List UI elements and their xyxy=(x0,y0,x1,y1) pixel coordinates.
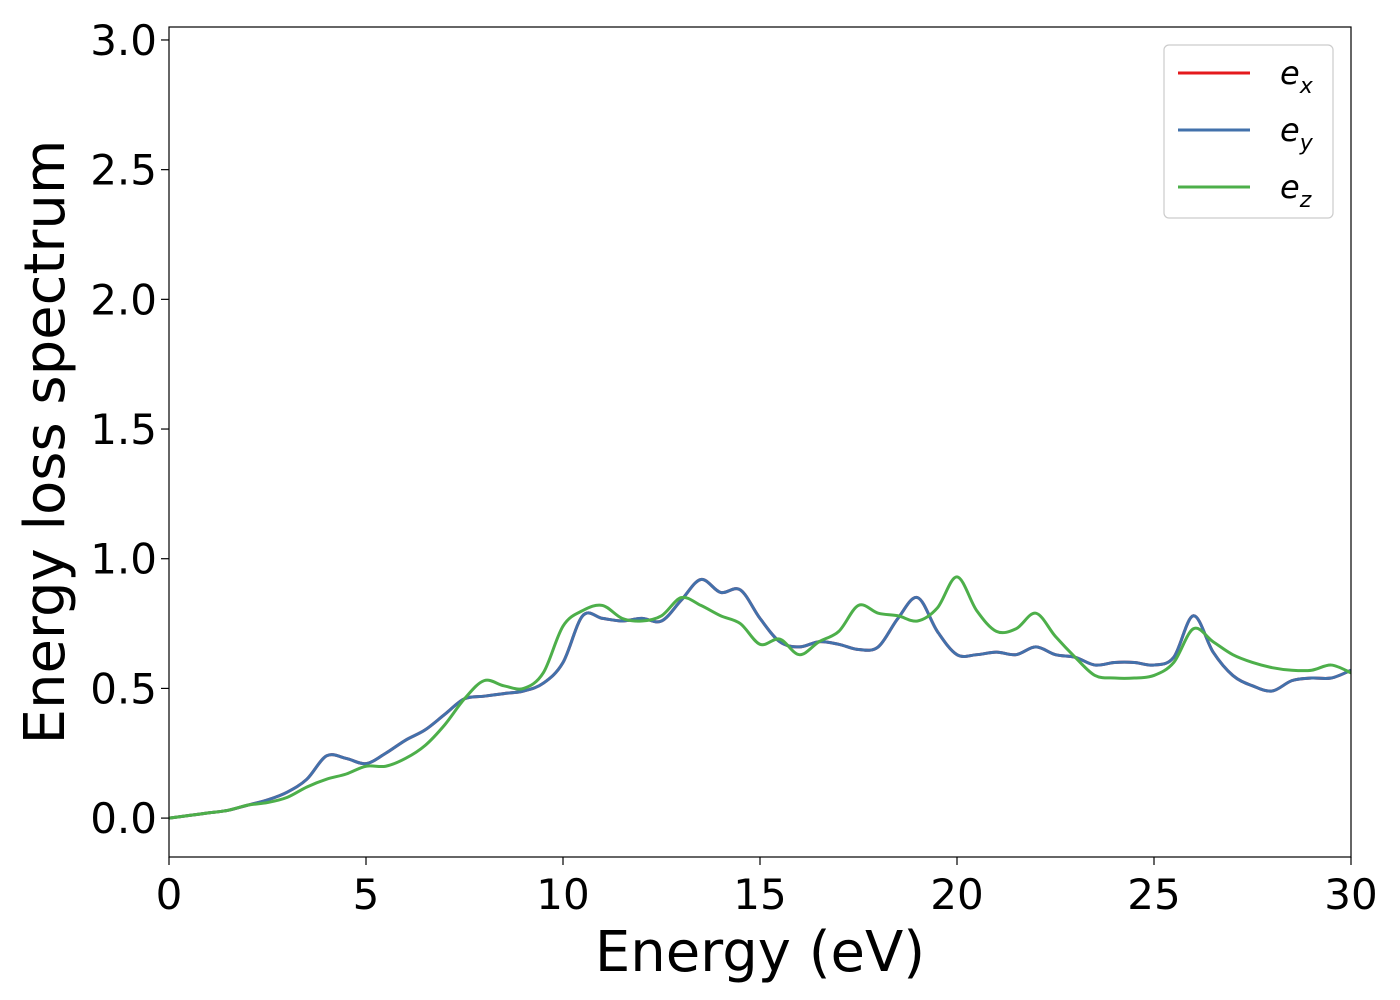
series-line-ex xyxy=(169,577,1351,820)
y-tick-label: 1.5 xyxy=(90,405,157,454)
y-axis-label: Energy loss spectrum xyxy=(13,140,78,745)
legend-label-ex: ex xyxy=(1280,54,1314,99)
y-tick-label: 2.5 xyxy=(90,146,157,195)
series-layer xyxy=(169,575,1351,820)
x-tick-label: 30 xyxy=(1324,870,1377,919)
legend: ex ey ez xyxy=(1163,44,1334,219)
y-tick-label: 0.5 xyxy=(90,664,157,713)
y-tick-label: 3.0 xyxy=(90,16,157,65)
x-tick-label: 0 xyxy=(156,870,183,919)
series-line-ez xyxy=(169,575,1351,820)
x-tick-label: 5 xyxy=(353,870,380,919)
y-tick-label: 1.0 xyxy=(90,535,157,584)
x-tick-label: 20 xyxy=(930,870,983,919)
y-axis: 0.0 0.5 1.0 1.5 2.0 2.5 3.0 xyxy=(90,16,169,843)
y-tick-label: 0.0 xyxy=(90,794,157,843)
x-axis-label: Energy (eV) xyxy=(595,920,925,985)
x-tick-label: 25 xyxy=(1127,870,1180,919)
x-tick-label: 10 xyxy=(536,870,589,919)
y-tick-label: 2.0 xyxy=(90,275,157,324)
x-tick-label: 15 xyxy=(733,870,786,919)
legend-label-ey: ey xyxy=(1280,111,1314,156)
legend-label-ez: ez xyxy=(1280,168,1312,213)
x-axis: 0 5 10 15 20 25 30 xyxy=(156,857,1378,919)
series-line-ey xyxy=(169,577,1351,820)
